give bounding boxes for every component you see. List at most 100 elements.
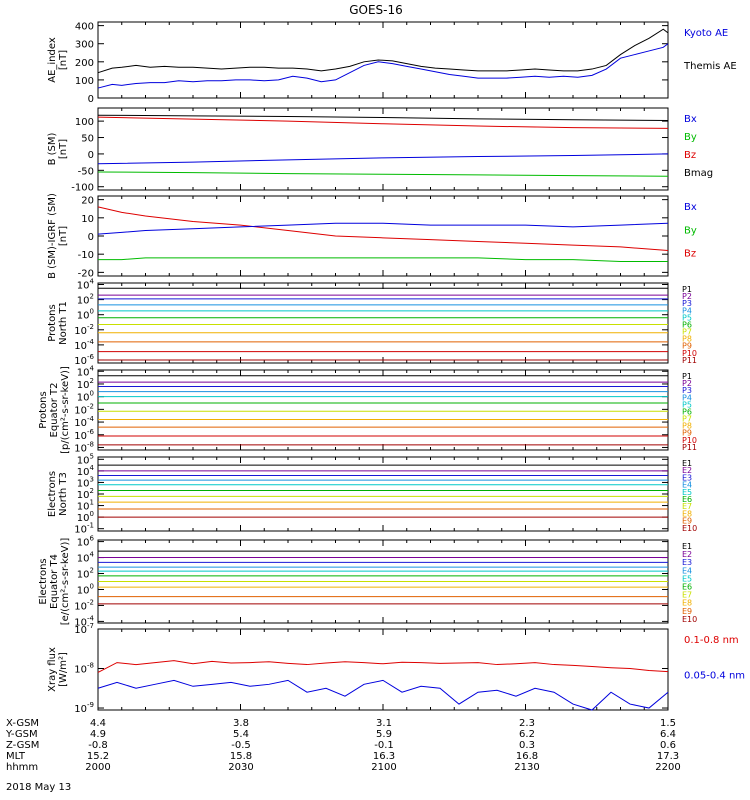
orbit-value: 5.9 xyxy=(376,729,392,740)
ytick-label: 100 xyxy=(75,117,94,128)
legend-entry: P10 xyxy=(682,349,697,358)
legend-entry: E9 xyxy=(682,607,692,616)
orbit-table: X-GSM 4.4 3.8 3.1 2.3 1.5 Y-GSM 4.9 5.4 5.9 6.2 6.4… xyxy=(5,718,681,773)
legend-entry: Bz xyxy=(684,150,696,161)
legend-entry: P8 xyxy=(682,422,692,431)
legend-entry: E6 xyxy=(682,583,692,592)
ytick-label: -50 xyxy=(78,166,94,177)
ytick-label: 400 xyxy=(75,22,94,33)
orbit-value: 0.6 xyxy=(660,740,676,751)
panel-ylabel: ProtonsNorth T1 xyxy=(47,301,69,345)
legend-entry: E1 xyxy=(682,542,692,551)
ytick-label: 104 xyxy=(77,551,95,565)
legend-entry: E3 xyxy=(682,558,692,567)
legend-entry: P5 xyxy=(682,400,692,409)
orbit-row-label: Z-GSM xyxy=(6,740,39,751)
legend-entry: E8 xyxy=(682,509,692,518)
legend-entry: E7 xyxy=(682,591,692,600)
panel-frame xyxy=(97,628,669,711)
date-label: 2018 May 13 xyxy=(6,782,71,793)
panel-1: 0 100 200 300 400 AE_index[nT] Kyoto AE Themis … xyxy=(47,21,737,105)
ytick-label: 100 xyxy=(77,582,94,596)
legend-entry: E7 xyxy=(682,502,692,511)
legend-entry: 0.05-0.4 nm xyxy=(684,671,745,682)
legend-entry: P3 xyxy=(682,299,692,308)
ytick-label: 0 xyxy=(88,232,94,243)
ytick-label: 10-9 xyxy=(74,701,94,715)
orbit-value: 6.2 xyxy=(519,729,535,740)
legend-entry: P7 xyxy=(682,328,692,337)
orbit-value: 2200 xyxy=(655,762,680,773)
legend-entry: P4 xyxy=(682,306,692,315)
orbit-value: -0.1 xyxy=(374,740,394,751)
legend-entry: P3 xyxy=(682,386,692,395)
panel-ylabel: B (SM)[nT] xyxy=(47,132,69,165)
orbit-value: 2030 xyxy=(228,762,253,773)
legend-entry: E4 xyxy=(682,481,692,490)
series-line-0-05-0-4-nm xyxy=(97,679,669,711)
orbit-value: 2130 xyxy=(514,762,539,773)
orbit-value: 5.4 xyxy=(233,729,249,740)
orbit-value: -0.8 xyxy=(88,740,108,751)
legend-entry: E2 xyxy=(682,550,692,559)
ytick-label: -10 xyxy=(78,250,94,261)
ytick-label: 10-7 xyxy=(74,622,94,636)
orbit-value: 6.4 xyxy=(660,729,676,740)
ytick-label: 100 xyxy=(75,76,94,87)
legend-entry: P9 xyxy=(682,342,692,351)
legend-entry: P1 xyxy=(682,285,692,294)
legend-entry: By xyxy=(684,132,697,143)
panel-frame xyxy=(97,195,669,277)
legend-entry: P8 xyxy=(682,335,692,344)
legend-entry: P5 xyxy=(682,313,692,322)
legend-entry: E6 xyxy=(682,495,692,504)
legend-entry: By xyxy=(684,225,697,236)
ytick-label: 102 xyxy=(77,567,94,581)
orbit-value: -0.5 xyxy=(231,740,251,751)
panel-frame xyxy=(97,456,669,532)
ytick-label: 200 xyxy=(75,58,94,69)
orbit-value: 16.8 xyxy=(516,751,538,762)
ytick-label: 50 xyxy=(81,134,94,145)
ytick-label: 100 xyxy=(77,308,94,322)
ytick-label: 300 xyxy=(75,40,94,51)
panel-ylabel: ElectronsEquator T4[e/(cm²-s-sr-keV)] xyxy=(38,538,71,626)
series-line-kyoto-ae xyxy=(97,43,669,89)
orbit-value: 4.9 xyxy=(90,729,106,740)
ytick-label: -100 xyxy=(71,183,94,194)
ytick-label: 104 xyxy=(77,278,95,292)
ytick-label: 10 xyxy=(81,214,94,225)
series-line-by xyxy=(97,171,669,177)
legend-entry: E10 xyxy=(682,524,697,533)
orbit-value: 4.4 xyxy=(90,718,106,729)
legend-entry: E9 xyxy=(682,517,692,526)
series-line-bmag xyxy=(97,114,669,121)
panel-ylabel: ProtonsEquator T2[p/(cm²-s-sr-keV)] xyxy=(38,366,71,454)
legend-entry: 0.1-0.8 nm xyxy=(684,635,739,646)
legend-entry: P11 xyxy=(682,443,697,452)
legend-entry: P4 xyxy=(682,393,692,402)
panel-ylabel: B (SM)-IGRF (SM)[nT] xyxy=(47,193,69,279)
panel-2: -100 -50 0 50 100 B (SM)[nT] Bx By Bz Bmag xyxy=(47,107,713,194)
panel-3: -20 -10 0 10 20 B (SM)-IGRF (SM)[nT] Bx By Bz xyxy=(47,193,697,279)
ytick-label: 102 xyxy=(77,293,94,307)
panel-ylabel: AE_index[nT] xyxy=(47,37,69,83)
ytick-label: 10-4 xyxy=(74,338,94,352)
orbit-row-label: hhmm xyxy=(6,762,38,773)
legend-entry: Bx xyxy=(684,114,697,125)
legend-entry: E5 xyxy=(682,574,692,583)
series-line-bx xyxy=(97,222,669,235)
orbit-row-label: MLT xyxy=(6,751,26,762)
legend-entry: E4 xyxy=(682,566,692,575)
legend-entry: E10 xyxy=(682,615,697,624)
series-line-themis-ae xyxy=(97,28,669,74)
legend-entry: Kyoto AE xyxy=(684,28,728,39)
legend-entry: Bx xyxy=(684,202,697,213)
legend-entry: P2 xyxy=(682,379,692,388)
ytick-label: 10-2 xyxy=(74,323,94,337)
orbit-row-label: Y-GSM xyxy=(5,729,38,740)
panel-8: 10-9 10-8 10-7 Xray flux[W/m²] 0.1-0.8 nm 0.0… xyxy=(47,622,745,715)
legend-entry: P7 xyxy=(682,415,692,424)
orbit-value: 0.3 xyxy=(519,740,535,751)
